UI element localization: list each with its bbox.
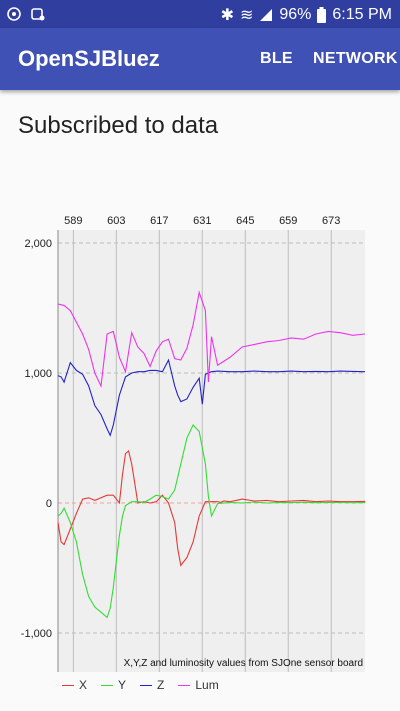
- menu-ble[interactable]: BLE: [260, 50, 293, 67]
- y-tick-label: 0: [46, 498, 52, 510]
- legend-swatch: [178, 684, 191, 686]
- x-tick-label: 617: [150, 215, 168, 227]
- x-tick-label: 659: [279, 215, 297, 227]
- legend-label: X: [79, 678, 88, 692]
- legend-swatch: [101, 684, 114, 686]
- legend-swatch: [140, 684, 153, 686]
- legend-swatch: [62, 684, 74, 686]
- app-bar: OpenSJBluez BLE NETWORK: [0, 28, 400, 90]
- x-tick-label: 645: [236, 215, 254, 227]
- x-tick-label: 673: [322, 215, 340, 227]
- chart-description: X,Y,Z and luminosity values from SJOne s…: [124, 658, 363, 669]
- sensor-line-chart[interactable]: 589 603 617 631 645 659 673 -1,000 0 1,000 2,000 X,…: [0, 200, 400, 675]
- signal-icon: [260, 9, 273, 21]
- series-line-z: [57, 358, 366, 437]
- series-line-y: [57, 424, 366, 619]
- legend-item-y: Y: [101, 678, 126, 692]
- broadcast-icon: [31, 8, 45, 21]
- battery-icon: [317, 7, 327, 23]
- menu-network[interactable]: NETWORK: [313, 50, 398, 67]
- legend-item-z: Z: [140, 678, 164, 692]
- series-line-lum: [57, 290, 366, 388]
- sync-icon: [7, 7, 21, 21]
- chart-legend: X Y Z Lum: [62, 678, 219, 692]
- legend-item-x: X: [62, 678, 87, 692]
- x-tick-label: 603: [107, 215, 125, 227]
- bluetooth-icon: ✱: [220, 7, 234, 24]
- status-bar: ✱ ≋ 96% 6:15 PM: [0, 0, 400, 28]
- y-tick-label: 2,000: [24, 238, 52, 250]
- x-tick-label: 589: [64, 215, 82, 227]
- legend-label: Lum: [195, 678, 219, 692]
- app-title: OpenSJBluez: [18, 46, 160, 71]
- legend-label: Z: [157, 678, 165, 692]
- x-tick-label: 631: [193, 215, 211, 227]
- series-line-x: [57, 450, 366, 567]
- clock: 6:15 PM: [332, 6, 392, 23]
- page-title: Subscribed to data: [18, 112, 219, 139]
- y-tick-label: 1,000: [24, 368, 52, 380]
- plot-area: [58, 230, 365, 672]
- legend-label: Y: [118, 678, 127, 692]
- battery-text: 96%: [279, 6, 312, 23]
- legend-item-lum: Lum: [178, 678, 219, 692]
- wifi-icon: ≋: [239, 7, 254, 24]
- y-tick-label: -1,000: [21, 628, 52, 640]
